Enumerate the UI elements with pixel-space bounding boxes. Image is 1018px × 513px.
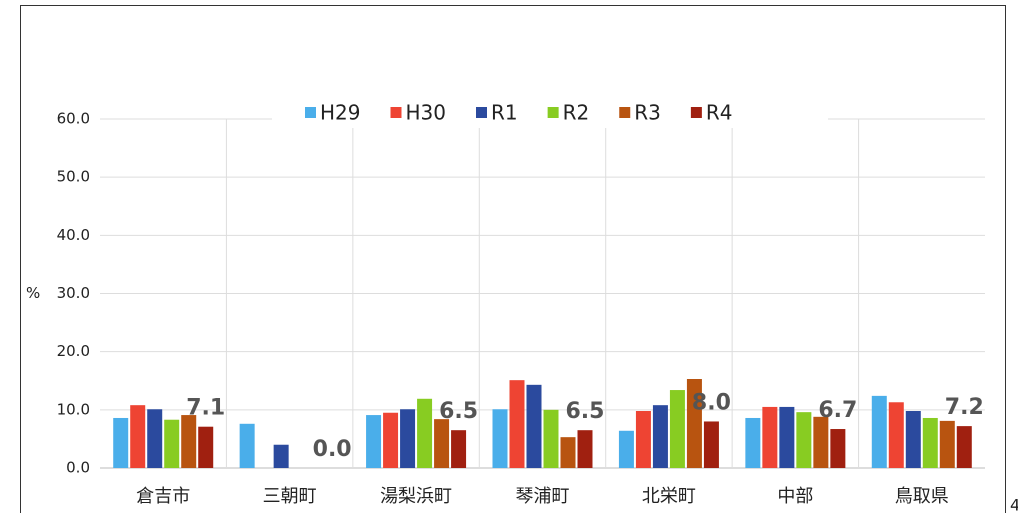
- bar: [417, 398, 433, 468]
- x-tick-label: 中部: [777, 486, 813, 507]
- bar: [113, 417, 129, 468]
- x-tick-label: 琴浦町: [516, 486, 570, 507]
- bar: [164, 419, 180, 468]
- bar: [669, 390, 685, 468]
- legend-label: R2: [563, 101, 590, 125]
- bar: [779, 406, 795, 468]
- legend-swatch: [547, 107, 559, 118]
- data-label: 7.2: [945, 395, 984, 420]
- y-tick-label: 60.0: [57, 110, 90, 128]
- frame: [20, 5, 1006, 513]
- bar: [366, 415, 382, 468]
- bar: [239, 423, 255, 468]
- bar: [509, 380, 525, 468]
- bar: [383, 412, 399, 468]
- bar: [577, 430, 593, 468]
- bar: [181, 415, 197, 468]
- x-tick-label: 北栄町: [642, 486, 696, 507]
- bar: [871, 395, 887, 468]
- bar: [762, 406, 778, 468]
- y-axis-label: %: [26, 284, 40, 302]
- bar: [130, 405, 146, 468]
- data-label: 6.5: [439, 399, 478, 424]
- page-marker: 4: [1010, 496, 1018, 513]
- bar: [526, 384, 542, 468]
- data-label: 8.0: [692, 390, 731, 415]
- bar: [703, 421, 719, 468]
- bar: [939, 420, 955, 468]
- bar: [198, 426, 214, 468]
- bar: [745, 417, 761, 468]
- legend-label: H29: [320, 101, 361, 125]
- legend-label: R3: [634, 101, 661, 125]
- legend-swatch: [476, 107, 487, 118]
- legend-swatch: [690, 107, 702, 118]
- bar: [905, 410, 921, 468]
- legend-label: H30: [406, 101, 447, 125]
- bar: [618, 430, 634, 468]
- data-label: 0.0: [313, 437, 352, 462]
- legend-label: R4: [706, 101, 733, 125]
- bar: [273, 444, 289, 468]
- y-tick-label: 40.0: [57, 226, 90, 244]
- bar: [147, 409, 163, 468]
- legend-swatch: [305, 107, 316, 118]
- legend-swatch: [619, 107, 631, 118]
- bar: [956, 426, 972, 468]
- bar: [400, 409, 416, 468]
- bar: [434, 419, 450, 468]
- bar: [922, 417, 938, 468]
- bar: [492, 409, 508, 468]
- bar: [686, 379, 702, 468]
- legend-label: R1: [491, 101, 518, 125]
- x-tick-label: 湯梨浜町: [380, 486, 452, 507]
- data-label: 6.7: [818, 398, 857, 423]
- bar: [543, 409, 559, 468]
- bar: [830, 429, 846, 468]
- x-tick-label: 三朝町: [263, 486, 317, 507]
- bar: [796, 412, 812, 468]
- data-label: 7.1: [186, 396, 225, 421]
- legend-swatch: [390, 107, 402, 118]
- bar: [813, 416, 829, 468]
- bar: [652, 405, 668, 468]
- y-tick-label: 20.0: [57, 342, 90, 360]
- data-label: 6.5: [566, 399, 605, 424]
- bar: [560, 437, 576, 468]
- bar: [888, 402, 904, 468]
- bar: [451, 430, 467, 468]
- bar: [635, 410, 651, 468]
- y-tick-label: 30.0: [57, 284, 90, 302]
- y-tick-label: 10.0: [57, 400, 90, 418]
- x-tick-label: 鳥取県: [895, 486, 949, 507]
- x-tick-label: 倉吉市: [136, 486, 190, 507]
- y-tick-label: 50.0: [57, 168, 90, 186]
- y-tick-label: 0.0: [66, 459, 90, 477]
